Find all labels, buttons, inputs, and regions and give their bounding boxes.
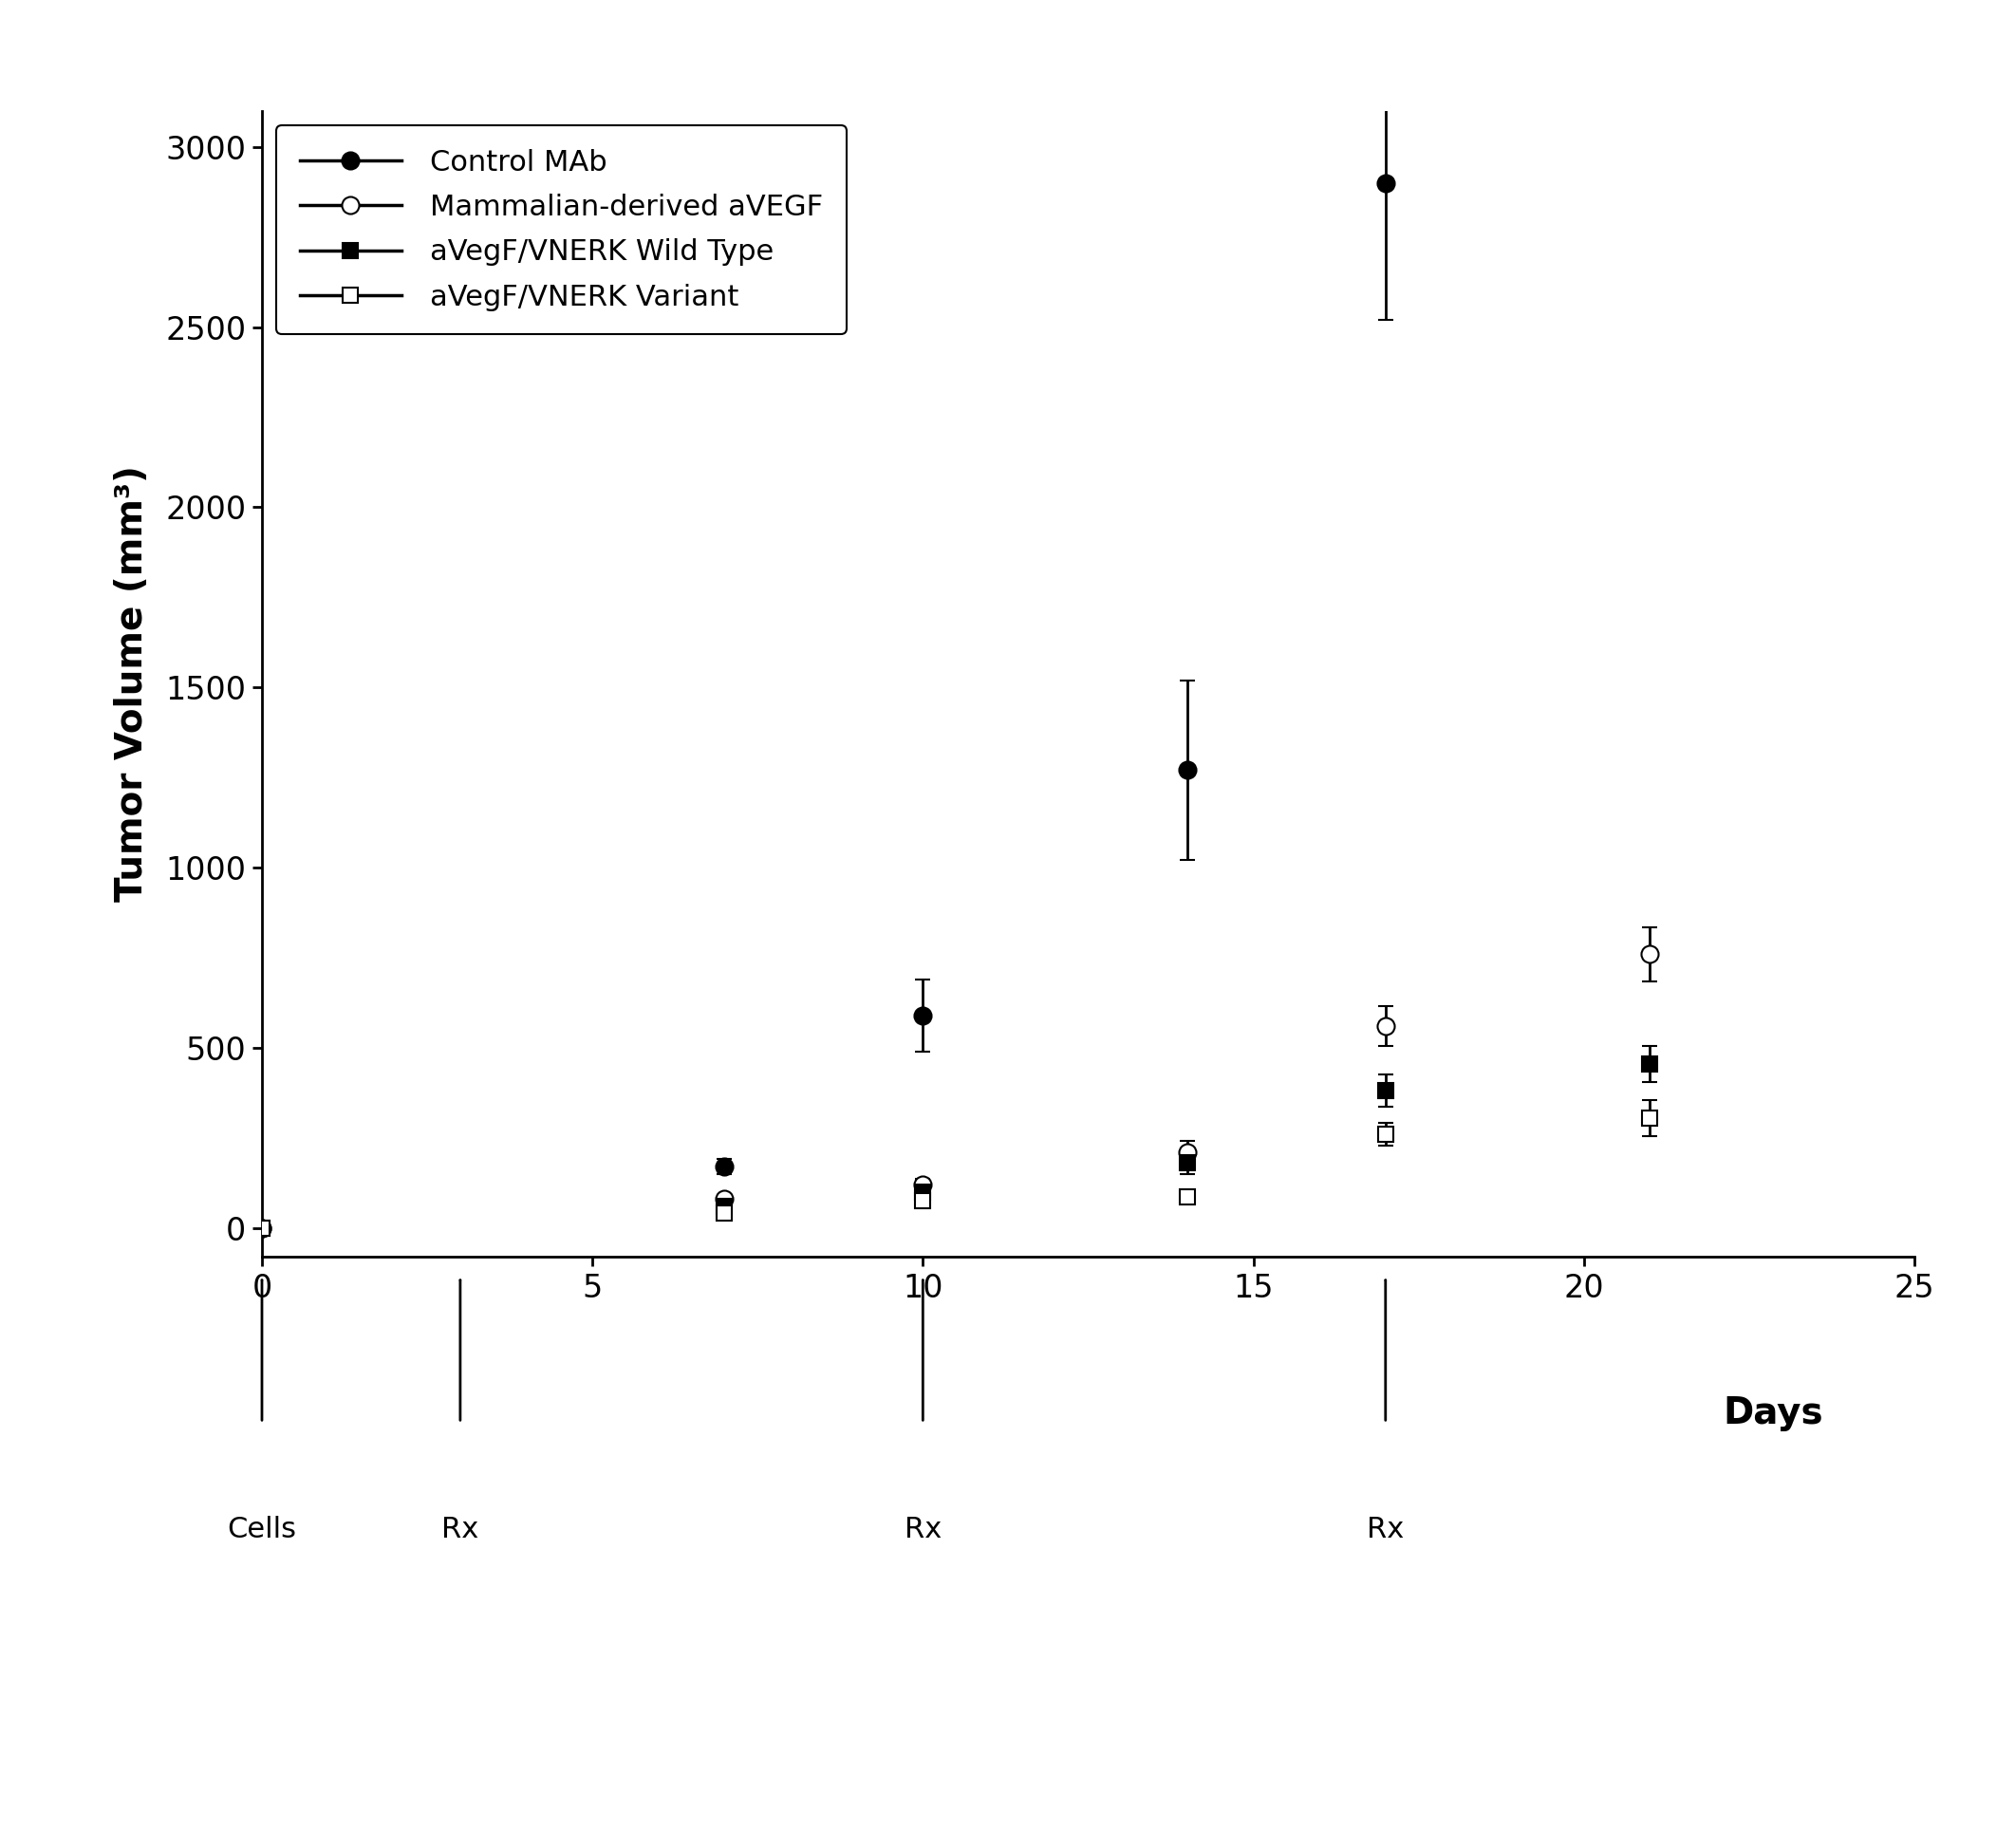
Legend: Control MAb, Mammalian-derived aVEGF, aVegF/VNERK Wild Type, aVegF/VNERK Variant: Control MAb, Mammalian-derived aVEGF, aV… xyxy=(276,126,846,334)
Text: Days: Days xyxy=(1723,1395,1824,1432)
Text: Rx: Rx xyxy=(1366,1515,1404,1543)
Y-axis label: Tumor Volume (mm³): Tumor Volume (mm³) xyxy=(113,466,149,902)
Text: Rx: Rx xyxy=(905,1515,941,1543)
Text: Cells: Cells xyxy=(228,1515,296,1543)
Text: Rx: Rx xyxy=(441,1515,480,1543)
